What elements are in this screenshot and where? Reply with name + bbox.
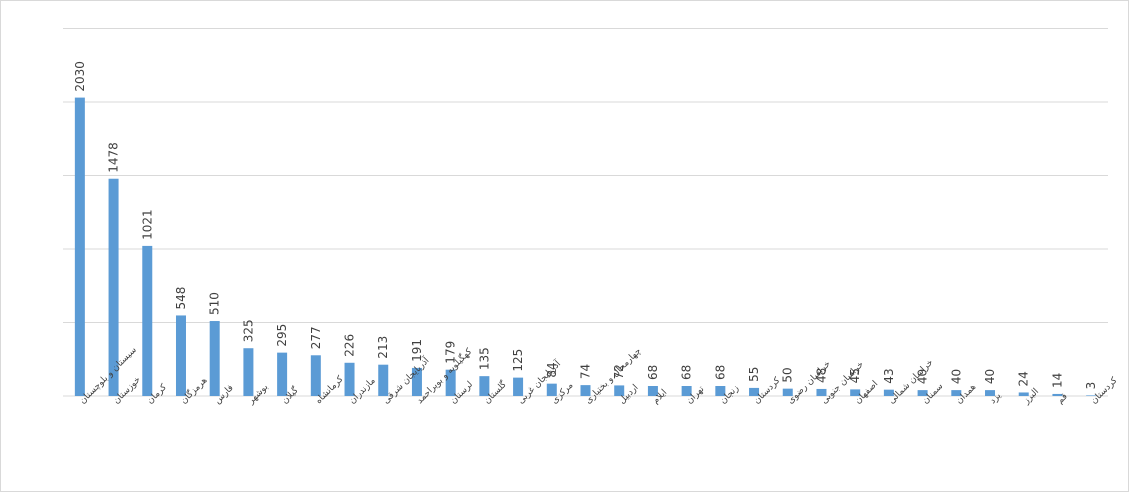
data-label: 40	[983, 369, 997, 384]
bar	[74, 97, 85, 396]
data-label: 510	[208, 292, 222, 315]
bar	[1018, 392, 1029, 396]
bar	[378, 364, 389, 396]
data-label: 68	[680, 365, 694, 380]
data-label: 74	[579, 364, 593, 379]
data-label: 40	[949, 369, 963, 384]
bar	[175, 315, 186, 396]
value-labels: 2030 1478 1021 548 510 325 295 277 226 213 191 179 1…	[73, 61, 1098, 389]
bar	[883, 389, 894, 396]
data-label: 45	[848, 368, 862, 383]
bar	[580, 385, 591, 396]
data-label: 24	[1017, 371, 1031, 386]
category-label: چهارمحال و بختیاری	[584, 346, 644, 406]
data-label: 1021	[140, 209, 154, 240]
data-label: 55	[747, 367, 761, 382]
data-label: 72	[612, 364, 626, 379]
bar	[985, 390, 996, 396]
bar	[782, 388, 793, 396]
bar	[546, 383, 557, 396]
category-label: همدان	[954, 382, 978, 406]
bar	[445, 369, 456, 396]
data-label: 125	[511, 349, 525, 372]
bar	[1086, 395, 1097, 396]
category-label: قم	[1055, 392, 1069, 406]
bar	[715, 386, 726, 396]
category-label: کردستان	[1089, 375, 1120, 406]
gridlines	[63, 28, 1108, 397]
bar	[681, 386, 692, 396]
data-label: 135	[477, 347, 491, 370]
data-label: 191	[410, 339, 424, 362]
bar	[411, 367, 422, 396]
data-label: 68	[646, 365, 660, 380]
data-label: 84	[545, 362, 559, 377]
data-label: 40	[916, 369, 930, 384]
data-label: 277	[309, 326, 323, 349]
bar	[917, 390, 928, 396]
category-label: البرز	[1021, 387, 1041, 407]
category-label: سیستان و بلوچستان	[78, 345, 139, 406]
data-label: 2030	[73, 61, 87, 92]
bar	[479, 376, 490, 396]
bar	[816, 388, 827, 396]
bar	[749, 387, 760, 396]
bar	[108, 178, 119, 396]
bar	[142, 245, 153, 396]
data-label: 50	[781, 367, 795, 382]
bar	[1052, 393, 1063, 396]
bars	[74, 97, 1097, 396]
data-label: 325	[241, 319, 255, 342]
bar	[310, 355, 321, 396]
bar	[951, 390, 962, 396]
bar	[850, 389, 861, 396]
bar	[209, 321, 220, 396]
bar	[614, 385, 625, 396]
data-label: 179	[444, 341, 458, 364]
data-label: 548	[174, 287, 188, 310]
data-label: 226	[343, 334, 357, 357]
data-label: 3	[1084, 382, 1098, 390]
bar	[277, 352, 288, 396]
data-label: 213	[376, 336, 390, 359]
data-label: 295	[275, 324, 289, 347]
bar	[647, 386, 658, 396]
bar	[513, 377, 524, 396]
data-label: 14	[1050, 373, 1064, 388]
bar	[344, 362, 355, 396]
bar	[243, 348, 254, 396]
data-label: 68	[713, 365, 727, 380]
data-label: 48	[814, 368, 828, 383]
data-label: 1478	[107, 142, 121, 173]
data-label: 43	[882, 368, 896, 383]
